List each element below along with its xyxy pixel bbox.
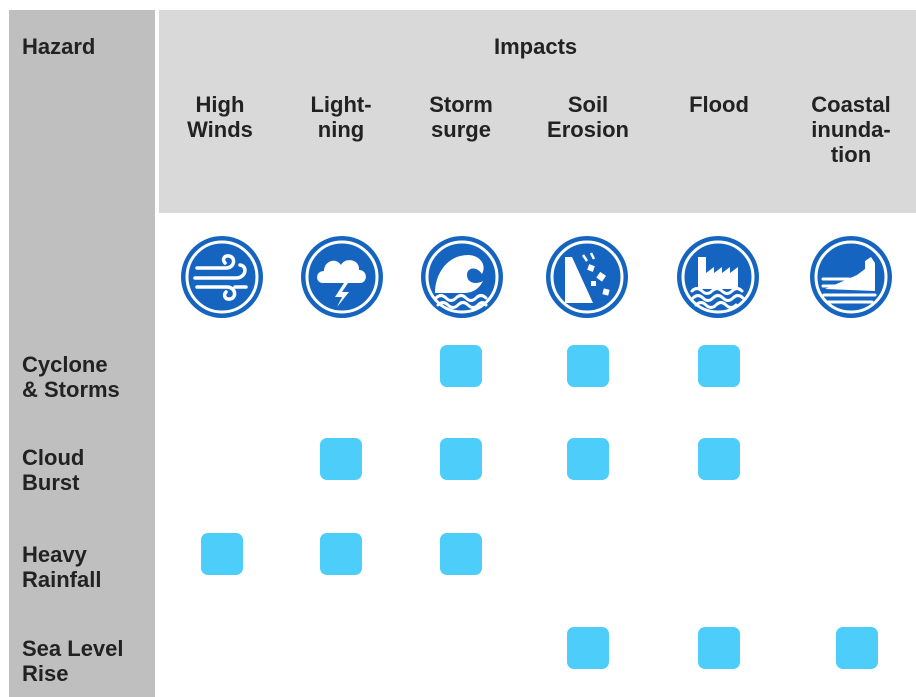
row-label-sea-level-rise: Sea Level Rise — [22, 636, 124, 686]
impact-marker-cyclone-storms-soil-erosion — [567, 345, 609, 387]
impact-marker-sea-level-rise-soil-erosion — [567, 627, 609, 669]
wind-icon — [181, 236, 263, 318]
column-label-high-winds: High Winds — [187, 92, 253, 142]
impact-marker-cloud-burst-flood — [698, 438, 740, 480]
hazard-header: Hazard — [22, 34, 96, 59]
impact-marker-sea-level-rise-flood — [698, 627, 740, 669]
column-label-lightning: Light- ning — [310, 92, 372, 142]
impact-marker-heavy-rainfall-light-ning — [320, 533, 362, 575]
flood-icon — [677, 236, 759, 318]
storm-surge-icon — [421, 236, 503, 318]
impact-marker-cloud-burst-soil-erosion — [567, 438, 609, 480]
impacts-header-background — [159, 10, 916, 213]
impact-marker-heavy-rainfall-storm-surge — [440, 533, 482, 575]
impact-marker-cloud-burst-storm-surge — [440, 438, 482, 480]
lightning-icon — [301, 236, 383, 318]
column-label-soil-erosion: Soil Erosion — [547, 92, 629, 142]
coastal-inundation-icon — [810, 236, 892, 318]
row-label-cyclone-storms: Cyclone & Storms — [22, 352, 120, 402]
impacts-header: Impacts — [494, 34, 578, 59]
landslide-icon — [546, 236, 628, 318]
impact-marker-cyclone-storms-storm-surge — [440, 345, 482, 387]
impact-marker-cloud-burst-light-ning — [320, 438, 362, 480]
hazard-column-background — [9, 10, 155, 697]
row-label-heavy-rainfall: Heavy Rainfall — [22, 542, 102, 592]
impact-marker-heavy-rainfall-high-winds — [201, 533, 243, 575]
column-label-storm-surge: Storm surge — [429, 92, 493, 142]
column-label-flood: Flood — [689, 92, 749, 117]
impact-marker-cyclone-storms-flood — [698, 345, 740, 387]
impact-marker-sea-level-rise-coastal-inunda-tion — [836, 627, 878, 669]
column-label-coastal-inundation: Coastal inunda- tion — [811, 92, 891, 167]
row-label-cloud-burst: Cloud Burst — [22, 445, 85, 495]
